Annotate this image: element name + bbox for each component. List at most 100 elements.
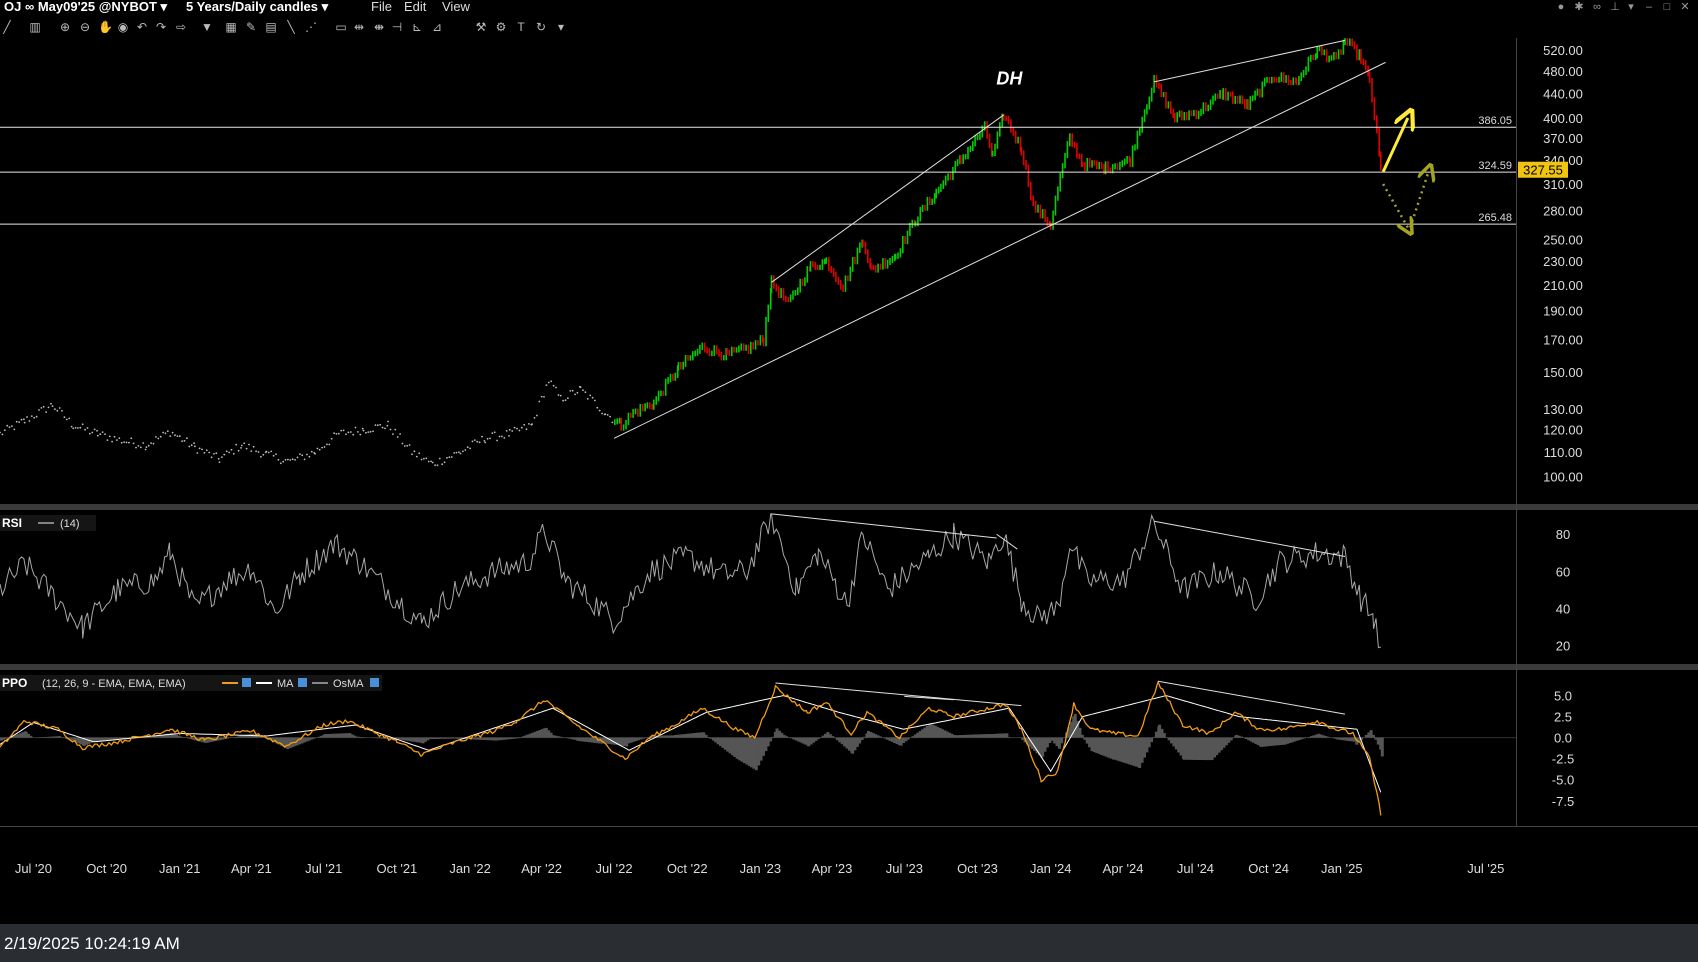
menu-view[interactable]: View bbox=[442, 0, 470, 14]
rsi-trendline[interactable] bbox=[996, 533, 1018, 550]
ppo-legend-checkbox[interactable] bbox=[242, 678, 251, 687]
osma-bar bbox=[1185, 737, 1189, 760]
minimize-icon[interactable]: – bbox=[1645, 1, 1653, 13]
axis-icon[interactable]: ⊾ bbox=[411, 20, 423, 34]
osma-bar bbox=[55, 736, 59, 738]
refresh-icon[interactable]: ↻ bbox=[535, 20, 547, 34]
close-icon[interactable]: ✕ bbox=[1680, 1, 1690, 13]
bar-chart-icon[interactable]: ▥ bbox=[29, 20, 41, 34]
crosshair-icon[interactable]: ◉ bbox=[117, 20, 129, 34]
redo-icon[interactable]: ↷ bbox=[155, 20, 167, 34]
osma-bar bbox=[473, 737, 477, 740]
price-point bbox=[159, 435, 162, 438]
rectangle-icon[interactable]: ▭ bbox=[335, 20, 347, 34]
osma-legend-checkbox[interactable] bbox=[370, 678, 379, 687]
osma-bar bbox=[559, 736, 563, 738]
layers-icon[interactable]: ▤ bbox=[265, 20, 277, 34]
osma-bar bbox=[233, 737, 236, 738]
chevron-down-icon[interactable]: ▾ bbox=[1628, 1, 1634, 13]
osma-bar bbox=[298, 737, 302, 745]
osma-bar bbox=[340, 733, 344, 738]
undo-icon[interactable]: ↶ bbox=[136, 20, 148, 34]
maximize-icon[interactable]: □ bbox=[1663, 1, 1671, 13]
osma-bar bbox=[328, 733, 332, 738]
price-point bbox=[337, 432, 340, 435]
price-point bbox=[272, 454, 275, 457]
hand-icon[interactable]: ✋ bbox=[98, 20, 113, 34]
menu-file[interactable]: File bbox=[371, 0, 392, 14]
dropdown-icon[interactable]: ▼ bbox=[201, 20, 213, 34]
price-point bbox=[205, 449, 208, 452]
trendline[interactable] bbox=[1153, 39, 1346, 83]
trendline-icon[interactable]: ╲ bbox=[287, 20, 295, 34]
bars-icon[interactable]: ⇼ bbox=[373, 20, 385, 34]
osma-bar bbox=[579, 737, 582, 742]
osma-bar bbox=[1045, 737, 1049, 748]
trendline[interactable] bbox=[771, 114, 1005, 283]
osma-bar bbox=[360, 737, 364, 738]
osma-bar bbox=[519, 737, 523, 738]
ma-legend-checkbox[interactable] bbox=[298, 678, 307, 687]
trendline[interactable] bbox=[613, 61, 1386, 439]
osma-bar bbox=[698, 732, 702, 738]
osma-bar bbox=[1076, 720, 1080, 738]
osma-bar bbox=[693, 733, 697, 738]
axis2-icon[interactable]: ⊿ bbox=[431, 20, 443, 34]
cursor-icon[interactable]: ⇨ bbox=[175, 20, 187, 34]
paint-icon[interactable]: ✎ bbox=[245, 20, 257, 34]
wrench-icon[interactable]: ⚒ bbox=[475, 20, 487, 34]
osma-bar bbox=[814, 737, 818, 741]
osma-bar bbox=[1078, 727, 1082, 738]
price-point bbox=[450, 456, 453, 458]
settings-icon[interactable]: ⚙ bbox=[495, 20, 507, 34]
osma-bar bbox=[0, 737, 3, 741]
grid-icon[interactable]: ▦ bbox=[225, 20, 237, 34]
chart-area[interactable]: 100.00 110.00 120.00 130.00 150.00 170.00 190.… bbox=[0, 38, 1698, 924]
osma-bar bbox=[661, 735, 665, 738]
level-icon[interactable]: ⊣ bbox=[391, 20, 403, 34]
price-tick-label: 210.00 bbox=[1543, 278, 1583, 293]
osma-bar bbox=[931, 724, 935, 738]
link-icon[interactable]: ∞ bbox=[1593, 1, 1601, 13]
ppo-trendline[interactable] bbox=[904, 695, 954, 701]
price-point bbox=[282, 460, 285, 463]
osma-bar bbox=[1003, 733, 1006, 738]
osma-bar bbox=[223, 737, 227, 740]
zoom-in-icon[interactable]: ⊕ bbox=[59, 20, 71, 34]
draw-icon[interactable]: ╱ bbox=[3, 20, 11, 34]
osma-bar bbox=[148, 736, 152, 738]
fan-icon[interactable]: ⋰ bbox=[305, 20, 317, 34]
osma-bar bbox=[201, 737, 205, 743]
price-point bbox=[0, 431, 1, 434]
camera-icon[interactable]: ● bbox=[1557, 1, 1565, 13]
osma-bar bbox=[175, 734, 178, 738]
price-point bbox=[376, 424, 379, 427]
osma-bar bbox=[721, 737, 725, 748]
gear-icon[interactable]: ✱ bbox=[1574, 1, 1584, 13]
split-icon[interactable]: ⇹ bbox=[353, 20, 365, 34]
zoom-out-icon[interactable]: ⊖ bbox=[79, 20, 91, 34]
rsi-trendline[interactable] bbox=[1154, 520, 1346, 557]
timeframe-selector[interactable]: 5 Years/Daily candles ▾ bbox=[186, 0, 329, 14]
symbol-selector[interactable]: OJ ∞ May09'25 @NYBOT ▾ bbox=[4, 0, 168, 14]
osma-bar bbox=[1118, 737, 1122, 762]
more-icon[interactable]: ▾ bbox=[557, 20, 565, 34]
ppo-tick-label: -5.0 bbox=[1552, 773, 1574, 788]
pin-icon[interactable]: ⊥ bbox=[1610, 1, 1620, 13]
price-point bbox=[571, 389, 574, 392]
text-icon[interactable]: T bbox=[517, 20, 525, 34]
osma-bar bbox=[958, 735, 962, 738]
osma-bar bbox=[1380, 737, 1384, 757]
osma-bar bbox=[782, 735, 786, 738]
rsi-trendline[interactable] bbox=[771, 513, 997, 539]
menu-edit[interactable]: Edit bbox=[404, 0, 427, 14]
osma-bar bbox=[1360, 737, 1364, 740]
price-point bbox=[176, 435, 179, 437]
ppo-trendline[interactable] bbox=[1157, 680, 1346, 715]
price-point bbox=[56, 409, 59, 412]
ppo-trendline[interactable] bbox=[775, 682, 1022, 707]
price-point bbox=[77, 427, 79, 429]
osma-bar bbox=[865, 733, 869, 738]
price-point bbox=[423, 457, 425, 460]
osma-bar bbox=[379, 737, 383, 739]
